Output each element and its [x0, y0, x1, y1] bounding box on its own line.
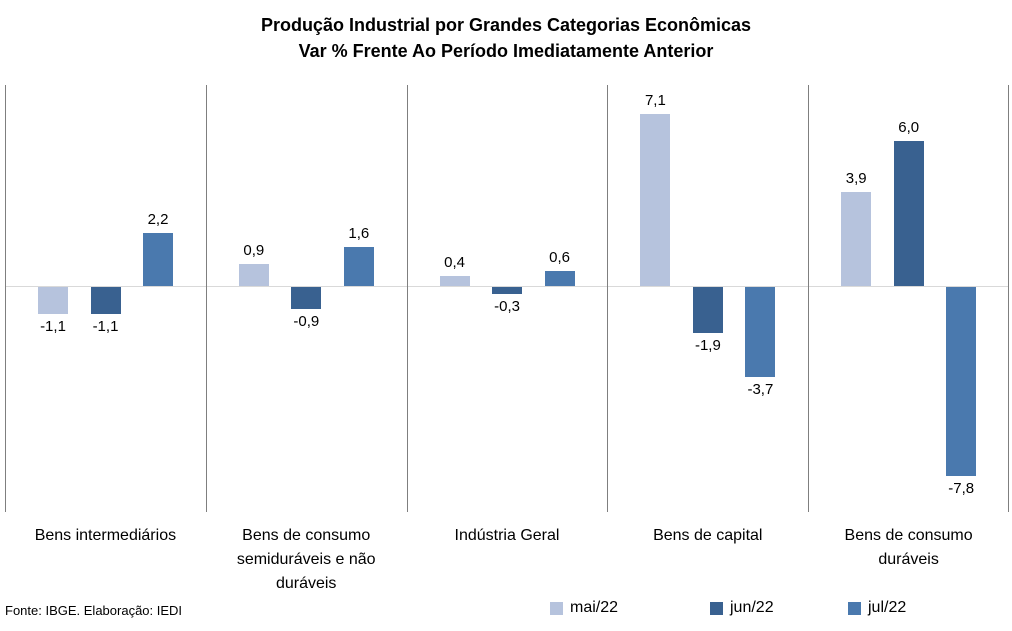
- value-label: 1,6: [348, 225, 370, 242]
- chart-legend: mai/22 jun/22 jul/22: [0, 599, 1012, 621]
- category-label: Bens de consumo semiduráveis e não duráv…: [236, 527, 376, 592]
- panel-divider: [607, 85, 608, 512]
- plot-area: -1,1 0,9 0,4 7,1 3,9 -1,1 -0,9 -0,3 -1,9 6,0 2,2 1,…: [5, 85, 1009, 512]
- panel-divider: [1008, 85, 1009, 512]
- legend-label: mai/22: [570, 599, 619, 616]
- panel-divider: [5, 85, 6, 512]
- value-label: -3,7: [747, 381, 774, 398]
- bar-mai-22-cat0: [38, 287, 68, 314]
- panel-divider: [407, 85, 408, 512]
- category-axis: Bens intermediários Bens de consumo semid…: [5, 524, 1009, 596]
- bar-mai-22-cat4: [841, 192, 872, 286]
- panel-divider: [808, 85, 809, 512]
- legend-swatch: [710, 601, 723, 615]
- legend-item-mai-22: mai/22: [550, 599, 618, 617]
- bar-jun-22-cat3: [692, 287, 723, 333]
- value-label: 0,9: [243, 242, 265, 259]
- bar-jun-22-cat0: [90, 287, 121, 314]
- bar-jul-22-cat0: [143, 233, 173, 286]
- value-label: 0,6: [549, 249, 571, 266]
- legend-swatch: [550, 601, 563, 615]
- value-label: 3,9: [845, 170, 867, 187]
- legend-label: jun/22: [730, 599, 774, 616]
- value-label: 0,4: [444, 254, 466, 271]
- category-label: Bens intermediários: [34, 527, 177, 544]
- bar-mai-22-cat3: [640, 114, 671, 286]
- value-label: -7,8: [948, 480, 975, 497]
- value-label: 7,1: [644, 92, 666, 109]
- legend-item-jul-22: jul/22: [848, 599, 906, 617]
- bar-jul-22-cat1: [343, 247, 374, 286]
- value-label: -1,1: [92, 318, 119, 335]
- bar-jul-22-cat2: [544, 271, 575, 286]
- chart-title-line2: Var % Frente Ao Período Imediatamente An…: [298, 41, 714, 61]
- bar-jun-22-cat2: [492, 287, 523, 294]
- bar-jun-22-cat1: [291, 287, 322, 309]
- value-label: -1,1: [40, 318, 66, 335]
- bar-jul-22-cat3: [745, 287, 776, 377]
- chart-title: Produção Industrial por Grandes Categori…: [0, 12, 1012, 64]
- zero-axis-line: [5, 286, 1009, 287]
- value-label: -0,9: [293, 313, 320, 330]
- value-label: 6,0: [898, 119, 920, 136]
- source-note: Fonte: IBGE. Elaboração: IEDI: [5, 603, 183, 618]
- value-label: 2,2: [147, 211, 169, 228]
- chart-title-line1: Produção Industrial por Grandes Categori…: [260, 15, 752, 35]
- bar-jul-22-cat4: [946, 287, 977, 476]
- bar-mai-22-cat1: [238, 264, 269, 286]
- category-label: Indústria Geral: [454, 527, 560, 544]
- bar-jun-22-cat4: [893, 141, 924, 286]
- legend-label: jul/22: [868, 599, 907, 616]
- value-label: -0,3: [494, 298, 521, 315]
- category-label: Bens de consumo duráveis: [844, 527, 973, 568]
- legend-swatch: [848, 601, 861, 615]
- panel-divider: [206, 85, 207, 512]
- value-label: -1,9: [694, 337, 721, 354]
- bar-mai-22-cat2: [439, 276, 470, 286]
- legend-item-jun-22: jun/22: [710, 599, 774, 617]
- category-label: Bens de capital: [653, 527, 763, 544]
